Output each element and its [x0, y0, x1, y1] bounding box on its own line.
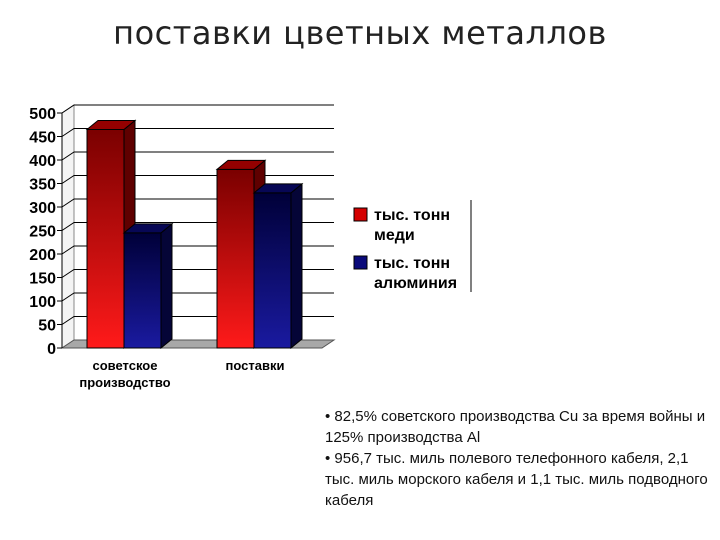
y-tick-label: 0 [47, 341, 56, 358]
note-item-1: • 82,5% советского производства Cu за вр… [325, 408, 706, 446]
gridline [61, 151, 334, 161]
legend-box [350, 200, 473, 292]
bar-top [215, 159, 267, 170]
y-tick-label: 500 [29, 106, 56, 123]
notes-block: • 82,5% советского производства Cu за вр… [325, 406, 715, 511]
bar-front [216, 168, 255, 349]
y-tick-label: 50 [38, 318, 56, 335]
y-tick-label: 150 [29, 271, 56, 288]
bar-front [86, 128, 125, 349]
y-tick-label: 200 [29, 247, 56, 264]
legend-label: тыс. тонн алюминия [374, 255, 457, 292]
bar-aluminium-1 [252, 182, 304, 350]
chart-labels: советское производство поставки [79, 358, 284, 390]
bar-front [123, 232, 162, 349]
chart-bars [85, 119, 304, 350]
gridline [61, 128, 334, 137]
slide-title: поставки цветных металлов [113, 14, 607, 52]
bar-top [122, 223, 174, 234]
bar-top [85, 119, 137, 130]
legend-label: тыс. тонн меди [374, 207, 450, 244]
y-tick-label: 450 [29, 130, 56, 147]
chart-legend: тыс. тонн меди тыс. тонн алюминия [350, 200, 473, 292]
legend-swatch [353, 207, 368, 222]
y-axis: 0 50 100 150 200 250 300 350 400 450 500 [29, 106, 63, 358]
y-tick-label: 250 [29, 224, 56, 241]
x-category-label: поставки [226, 358, 285, 373]
y-tick-label: 350 [29, 177, 56, 194]
y-tick-label: 300 [29, 200, 56, 217]
note-item-2: • 956,7 тыс. миль полевого телефонного к… [325, 450, 708, 509]
bar-top [252, 183, 304, 194]
bar-front [253, 192, 292, 349]
legend-swatch [353, 255, 368, 270]
gridline [61, 104, 334, 114]
bar-side [290, 182, 303, 350]
x-category-label: советское производство [79, 358, 170, 390]
bar-side [160, 222, 173, 350]
y-tick-label: 400 [29, 153, 56, 170]
y-tick-label: 100 [29, 294, 56, 311]
bar-aluminium-0 [122, 222, 174, 350]
